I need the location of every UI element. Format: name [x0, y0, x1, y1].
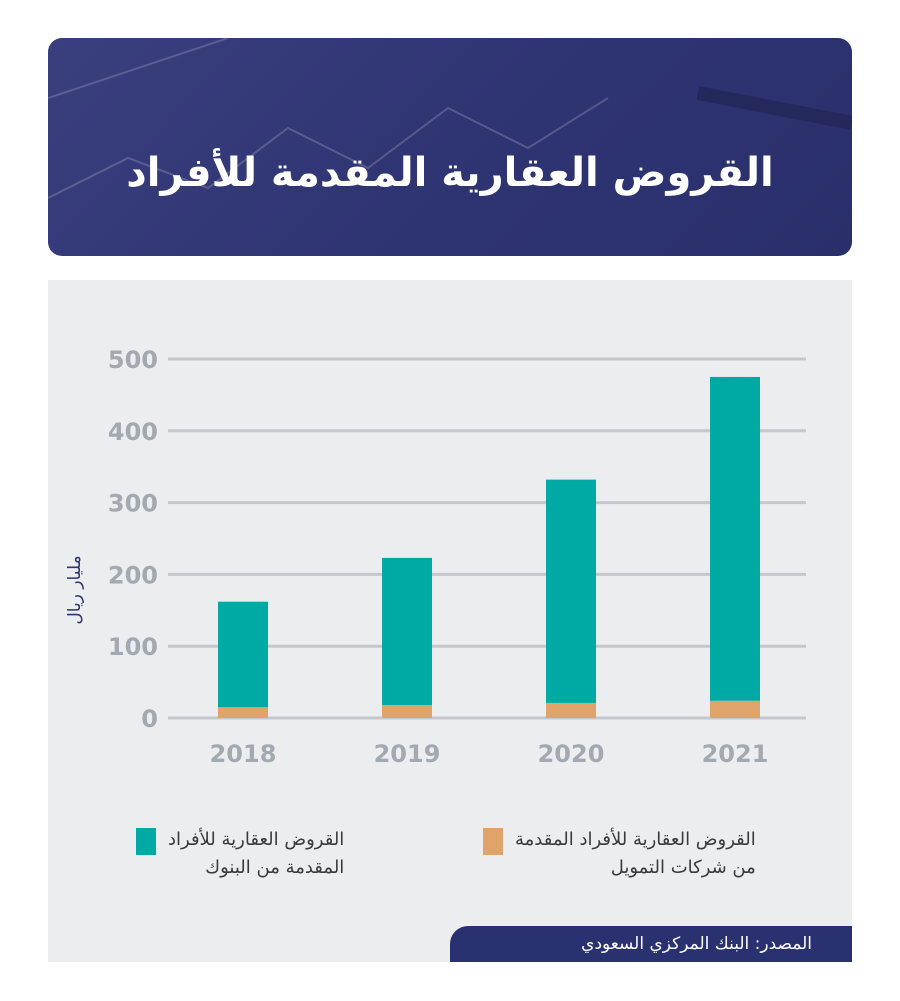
legend-swatch-teal — [136, 828, 156, 855]
bar-banks — [382, 557, 432, 706]
header-banner: القروض العقارية المقدمة للأفراد — [48, 38, 852, 256]
x-tick-label: 2018 — [210, 740, 277, 768]
x-tick-label: 2021 — [702, 740, 769, 768]
legend-item-banks: القروض العقارية للأفراد المقدمة من البنو… — [136, 826, 344, 882]
source-note: المصدر: البنك المركزي السعودي — [450, 926, 852, 962]
bar-finance-companies — [382, 705, 432, 718]
bar-finance-companies — [710, 700, 760, 718]
bar-finance-companies — [546, 702, 596, 718]
page-title: القروض العقارية المقدمة للأفراد — [126, 150, 774, 196]
legend-swatch-orange — [483, 828, 503, 855]
bar-finance-companies — [218, 707, 268, 718]
y-tick-label: 100 — [108, 633, 158, 661]
x-tick-label: 2020 — [538, 740, 605, 768]
bar-banks — [546, 479, 596, 703]
bar-banks — [710, 376, 760, 701]
y-tick-label: 0 — [141, 705, 158, 733]
bar-banks — [218, 601, 268, 708]
y-tick-label: 400 — [108, 418, 158, 446]
x-tick-label: 2019 — [374, 740, 441, 768]
legend-label: من شركات التمويل — [610, 857, 756, 878]
legend-item-finance-companies: القروض العقارية للأفراد المقدمة من شركات… — [483, 826, 756, 882]
legend-label: القروض العقارية للأفراد — [168, 829, 345, 850]
legend-label: المقدمة من البنوك — [205, 857, 345, 878]
y-tick-label: 500 — [108, 346, 158, 374]
y-tick-label: 200 — [108, 561, 158, 589]
chart-background-decoration — [48, 38, 852, 199]
legend-label: القروض العقارية للأفراد المقدمة — [515, 829, 756, 850]
y-tick-label: 300 — [108, 490, 158, 518]
y-axis-label: مليار ريال — [65, 555, 85, 624]
